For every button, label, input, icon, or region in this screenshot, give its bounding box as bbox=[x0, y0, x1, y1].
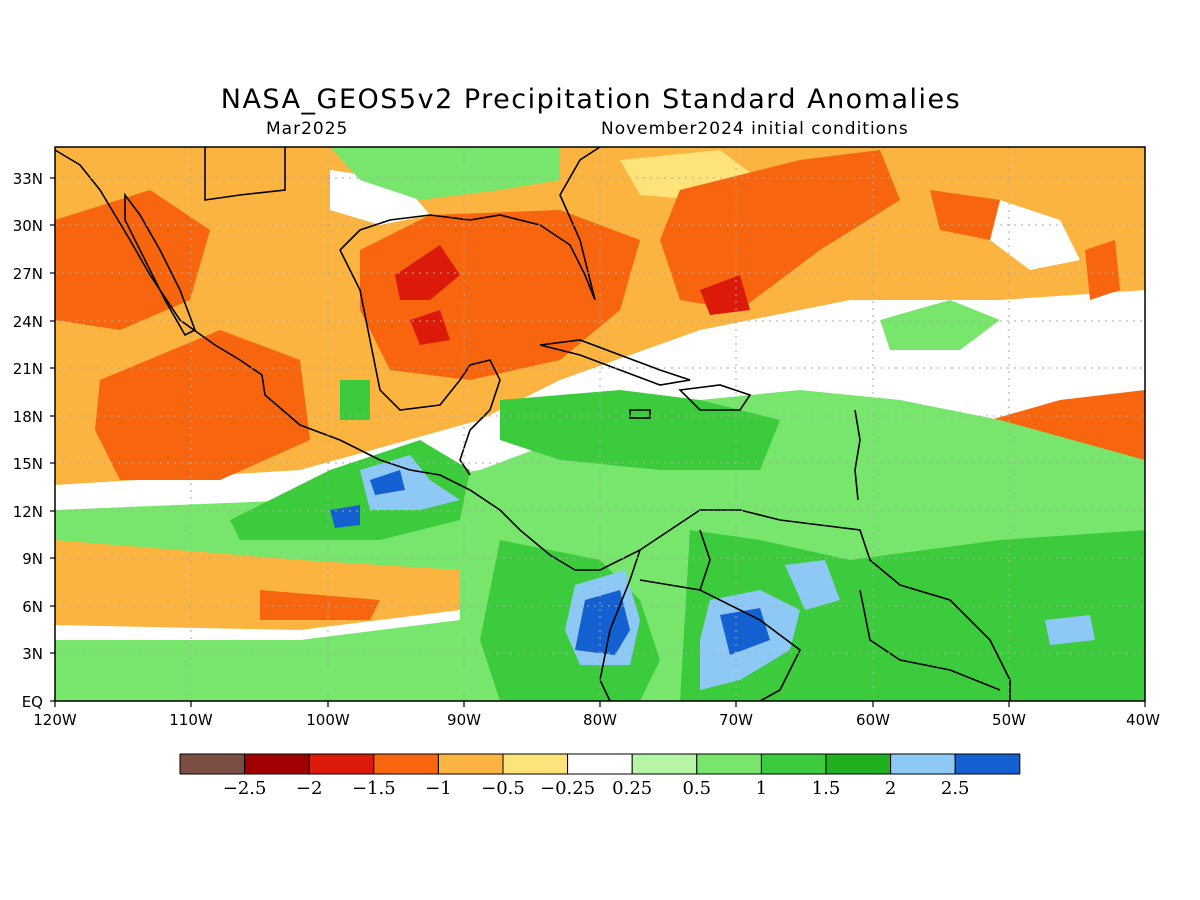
longitude-labels: 120W 110W 100W 90W 80W 70W 60W 50W 40W bbox=[33, 711, 1160, 729]
colorbar-label: 2 bbox=[885, 778, 896, 799]
colorbar-swatch bbox=[244, 753, 310, 775]
gulf-coast-us-florida bbox=[339, 147, 601, 301]
colorbar-label: −2.5 bbox=[223, 778, 267, 799]
guyana-border bbox=[859, 589, 1001, 691]
extreme-wet-pacific bbox=[370, 470, 405, 495]
lon-label: 110W bbox=[169, 711, 213, 729]
very-dry-far-east bbox=[1085, 240, 1120, 300]
colorbar-swatch bbox=[696, 753, 762, 775]
colorbar-label: 1.5 bbox=[812, 778, 841, 799]
colorbar-swatch bbox=[179, 753, 246, 775]
pacific-coast-mexico-central-america bbox=[55, 149, 641, 571]
lon-label: 90W bbox=[447, 711, 481, 729]
pacific-coast-south-america bbox=[599, 549, 641, 701]
colorbar-label: 0.25 bbox=[612, 778, 652, 799]
very-dry-atlantic bbox=[660, 150, 900, 310]
colorbar-swatch bbox=[567, 753, 633, 775]
colorbar-label: 2.5 bbox=[941, 778, 970, 799]
lon-label: 80W bbox=[583, 711, 617, 729]
lesser-antilles bbox=[854, 409, 861, 501]
extreme-dry-gulf-2 bbox=[410, 310, 450, 345]
near-normal-patch-gulf bbox=[330, 170, 430, 225]
lat-label: 21N bbox=[13, 360, 43, 378]
colorbar-label: 0.5 bbox=[682, 778, 711, 799]
map-title: NASA_GEOS5v2 Precipitation Standard Anom… bbox=[220, 84, 962, 115]
extreme-wet-orinoco-light bbox=[785, 560, 840, 610]
lat-label: 33N bbox=[13, 170, 43, 188]
lon-label: 60W bbox=[856, 711, 890, 729]
colorbar-label: 1 bbox=[756, 778, 767, 799]
colorbar-swatch bbox=[437, 753, 504, 775]
gridlines bbox=[55, 147, 1145, 701]
gulf-coast-mexico bbox=[339, 249, 501, 476]
colombia-venezuela-border bbox=[639, 579, 802, 701]
lat-label: 30N bbox=[13, 217, 43, 235]
lon-label: 50W bbox=[992, 711, 1026, 729]
extreme-wet-pacific-2 bbox=[330, 505, 360, 528]
hispaniola bbox=[678, 384, 752, 411]
colorbar-swatch bbox=[825, 753, 892, 775]
colorbar-swatch bbox=[954, 753, 1021, 775]
colorbar-label: −1 bbox=[425, 778, 452, 799]
colorbar-swatch bbox=[890, 753, 956, 775]
lat-label: 18N bbox=[13, 408, 43, 426]
lat-label: 15N bbox=[13, 455, 43, 473]
cuba bbox=[539, 339, 691, 386]
lat-label: 9N bbox=[22, 550, 43, 568]
extreme-wet-pacific-light bbox=[360, 455, 460, 510]
lake-maracaibo bbox=[699, 529, 711, 591]
lon-label: 120W bbox=[33, 711, 77, 729]
coastlines bbox=[55, 147, 1011, 701]
extreme-wet-venezuela bbox=[720, 608, 770, 655]
lat-label: 12N bbox=[13, 503, 43, 521]
init-conditions-label: November2024 initial conditions bbox=[601, 119, 909, 139]
axis-ticks bbox=[50, 177, 1146, 707]
very-wet-yucatan bbox=[340, 380, 370, 420]
lon-label: 40W bbox=[1126, 711, 1160, 729]
lon-label: 70W bbox=[719, 711, 753, 729]
valid-month-label: Mar2025 bbox=[266, 119, 349, 139]
colorbar-label: −1.5 bbox=[352, 778, 396, 799]
lat-label: 24N bbox=[13, 313, 43, 331]
jamaica bbox=[629, 409, 651, 419]
extreme-wet-atlantic-light bbox=[1045, 615, 1095, 645]
lat-label: EQ bbox=[22, 693, 43, 711]
colorbar-swatch bbox=[760, 753, 827, 775]
colorbar-swatch bbox=[631, 753, 698, 775]
lon-label: 100W bbox=[306, 711, 350, 729]
lat-label: 6N bbox=[22, 598, 43, 616]
near-normal-patch-atlantic bbox=[990, 200, 1080, 270]
lat-label: 27N bbox=[13, 265, 43, 283]
lat-label: 3N bbox=[22, 645, 43, 663]
colorbar-label: −0.5 bbox=[481, 778, 525, 799]
wet-atlantic-patch bbox=[880, 300, 1000, 350]
colorbar-swatch bbox=[308, 753, 375, 775]
very-dry-mexico-north bbox=[55, 190, 210, 330]
colorbar-label: −0.25 bbox=[540, 778, 595, 799]
north-coast-south-america bbox=[639, 509, 1011, 701]
colorbar-swatch bbox=[502, 753, 569, 775]
wet-southeast-us bbox=[330, 147, 560, 200]
colorbar-label: −2 bbox=[296, 778, 323, 799]
colorbar: −2.5 −2 −1.5 −1 −0.5 −0.25 0.25 0.5 1 1.5 2 2.5 bbox=[179, 753, 1021, 799]
very-dry-atlantic-east bbox=[930, 190, 1000, 240]
very-dry-pacific-south bbox=[260, 590, 380, 620]
us-mexico-border bbox=[204, 147, 286, 201]
latitude-labels: 33N 30N 27N 24N 21N 18N 15N 12N 9N 6N 3N… bbox=[13, 170, 43, 711]
baja-california bbox=[124, 192, 197, 337]
very-dry-pacific bbox=[95, 330, 310, 480]
colorbar-swatch bbox=[373, 753, 439, 775]
extreme-dry-atlantic bbox=[700, 275, 750, 315]
